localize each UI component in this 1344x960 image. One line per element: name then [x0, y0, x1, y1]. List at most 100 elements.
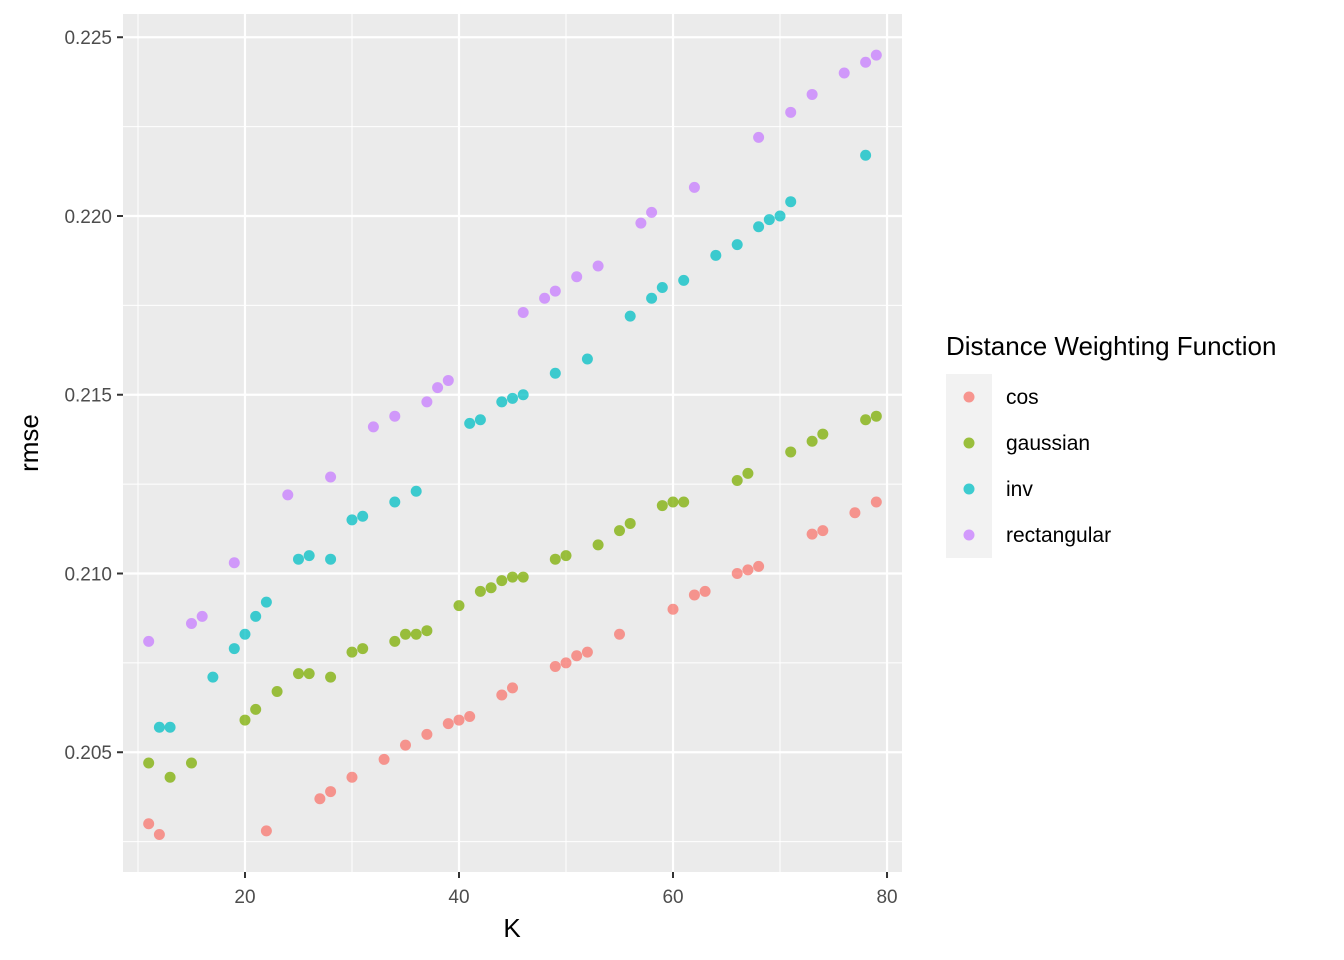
data-point	[399, 628, 411, 640]
data-point	[688, 589, 700, 601]
data-point	[870, 496, 882, 508]
data-point	[592, 260, 604, 272]
data-point	[678, 496, 690, 508]
data-point	[303, 550, 315, 562]
data-point	[143, 818, 155, 830]
data-point	[806, 435, 818, 447]
data-point	[742, 467, 754, 479]
data-point	[185, 618, 197, 630]
legend-item-gaussian: gaussian	[946, 420, 1090, 466]
y-axis-title: rmse	[14, 414, 44, 472]
series-rectangular	[143, 49, 882, 647]
data-point	[453, 600, 465, 612]
data-point	[164, 721, 176, 733]
legend-label: rectangular	[1006, 524, 1111, 547]
data-point	[517, 389, 529, 401]
data-point	[517, 571, 529, 583]
data-point	[357, 510, 369, 522]
data-point	[292, 668, 304, 680]
data-point	[282, 489, 294, 501]
legend-label: cos	[1006, 386, 1039, 409]
data-point	[389, 410, 401, 422]
data-point	[678, 274, 690, 286]
data-point	[624, 310, 636, 322]
x-tick-label: 80	[876, 887, 897, 908]
data-point	[367, 421, 379, 433]
data-point	[753, 131, 765, 143]
data-point	[517, 307, 529, 319]
legend-keys: cos gaussian inv rectangular	[946, 374, 1111, 558]
data-point	[549, 367, 561, 379]
data-point	[581, 646, 593, 658]
data-point	[571, 271, 583, 283]
data-point	[763, 214, 775, 226]
data-point	[667, 603, 679, 615]
data-point	[410, 485, 422, 497]
data-point	[549, 660, 561, 672]
y-axis: 0.205 0.210 0.215 0.220 0.225	[64, 28, 123, 764]
data-point	[442, 718, 454, 730]
y-tick-label: 0.210	[64, 564, 112, 585]
data-point	[325, 471, 337, 483]
data-point	[870, 49, 882, 61]
data-point	[421, 625, 433, 637]
data-point	[860, 56, 872, 68]
data-point	[303, 668, 315, 680]
data-point	[699, 585, 711, 597]
data-point	[464, 710, 476, 722]
data-point	[143, 757, 155, 769]
data-point	[774, 210, 786, 222]
data-point	[806, 528, 818, 540]
data-point	[496, 689, 508, 701]
data-point	[207, 671, 219, 683]
data-point	[496, 396, 508, 408]
minor-grid	[123, 14, 902, 872]
data-point	[646, 292, 658, 304]
legend-item-rectangular: rectangular	[946, 512, 1111, 558]
data-point	[196, 610, 208, 622]
legend-item-inv: inv	[946, 466, 1033, 512]
x-axis: 20 40 60 80	[234, 872, 898, 908]
data-point	[250, 703, 262, 715]
legend-key-marker	[963, 483, 975, 495]
data-point	[656, 500, 668, 512]
series-cos	[143, 496, 882, 840]
data-point	[710, 249, 722, 261]
legend-key-marker	[963, 391, 975, 403]
data-point	[314, 793, 326, 805]
data-point	[753, 560, 765, 572]
legend-key-marker	[963, 437, 975, 449]
data-point	[592, 539, 604, 551]
data-point	[239, 628, 251, 640]
data-point	[785, 106, 797, 118]
x-tick-label: 60	[662, 887, 683, 908]
data-point	[507, 682, 518, 694]
data-point	[346, 771, 358, 783]
data-point	[153, 721, 165, 733]
data-point	[560, 550, 572, 562]
data-point	[806, 88, 818, 100]
data-point	[357, 643, 369, 655]
y-tick-label: 0.205	[64, 743, 112, 764]
data-point	[228, 557, 240, 569]
data-point	[474, 414, 486, 426]
x-tick-label: 40	[448, 887, 469, 908]
data-point	[153, 828, 165, 840]
data-point	[399, 739, 411, 751]
data-point	[507, 392, 518, 404]
data-point	[271, 685, 283, 697]
data-point	[817, 428, 829, 440]
panel-background	[123, 14, 902, 872]
data-point	[389, 496, 401, 508]
data-point	[496, 575, 508, 587]
data-point	[731, 567, 743, 579]
data-point	[571, 650, 583, 662]
data-point	[849, 507, 861, 519]
data-point	[389, 635, 401, 647]
data-point	[731, 239, 743, 251]
data-point	[185, 757, 197, 769]
data-point	[442, 374, 454, 386]
data-point	[539, 292, 551, 304]
x-tick-label: 20	[234, 887, 255, 908]
